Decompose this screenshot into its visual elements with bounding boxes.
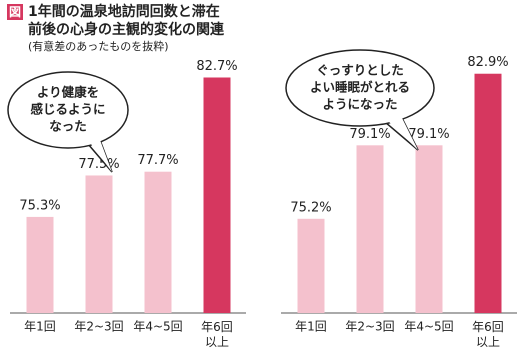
bar — [297, 218, 325, 313]
bubble-text: よい睡眠がとれる — [310, 80, 410, 95]
title-line: 前後の心身の主観的変化の関連 — [28, 21, 225, 38]
subtitle: (有意差のあったものを抜粋) — [28, 39, 169, 53]
value-label: 82.9% — [467, 55, 508, 70]
x-tick-label: 年6回以上 — [472, 320, 504, 349]
bar — [356, 145, 384, 313]
bar — [144, 171, 172, 313]
value-label: 79.1% — [408, 127, 449, 142]
bar — [203, 77, 231, 313]
value-label: 82.7% — [196, 59, 237, 74]
bar — [26, 216, 54, 313]
x-tick-label: 年4~5回 — [133, 320, 182, 334]
bar — [85, 175, 113, 313]
value-label: 77.7% — [137, 153, 178, 168]
x-tick-label: 年4~5回 — [404, 320, 453, 334]
bubble-text: なった — [49, 119, 87, 134]
value-label: 77.5% — [78, 157, 119, 172]
x-tick-label: 年1回 — [295, 320, 327, 334]
bubble-text: より健康を — [37, 85, 99, 100]
bar — [474, 73, 502, 313]
bubble-text: ぐっすりとした — [316, 63, 404, 78]
bubble-text: ようになった — [322, 97, 397, 112]
value-label: 75.2% — [290, 200, 331, 215]
bubble-text: 感じるように — [30, 102, 105, 117]
bar — [415, 145, 443, 313]
value-label: 79.1% — [349, 127, 390, 142]
badge: 図 — [9, 5, 21, 19]
bubble-tail-cover — [88, 140, 112, 172]
title-line: 1年間の温泉地訪問回数と滞在 — [28, 3, 220, 20]
badge-box — [7, 4, 23, 20]
x-tick-label: 年1回 — [24, 320, 56, 334]
bubble-tail-cover — [385, 118, 418, 150]
value-label: 75.3% — [19, 198, 60, 213]
x-tick-label: 年2~3回 — [74, 320, 123, 334]
x-tick-label: 年2~3回 — [345, 320, 394, 334]
bubble — [7, 71, 129, 149]
bubble — [285, 49, 435, 127]
x-tick-label: 年6回以上 — [201, 320, 233, 349]
